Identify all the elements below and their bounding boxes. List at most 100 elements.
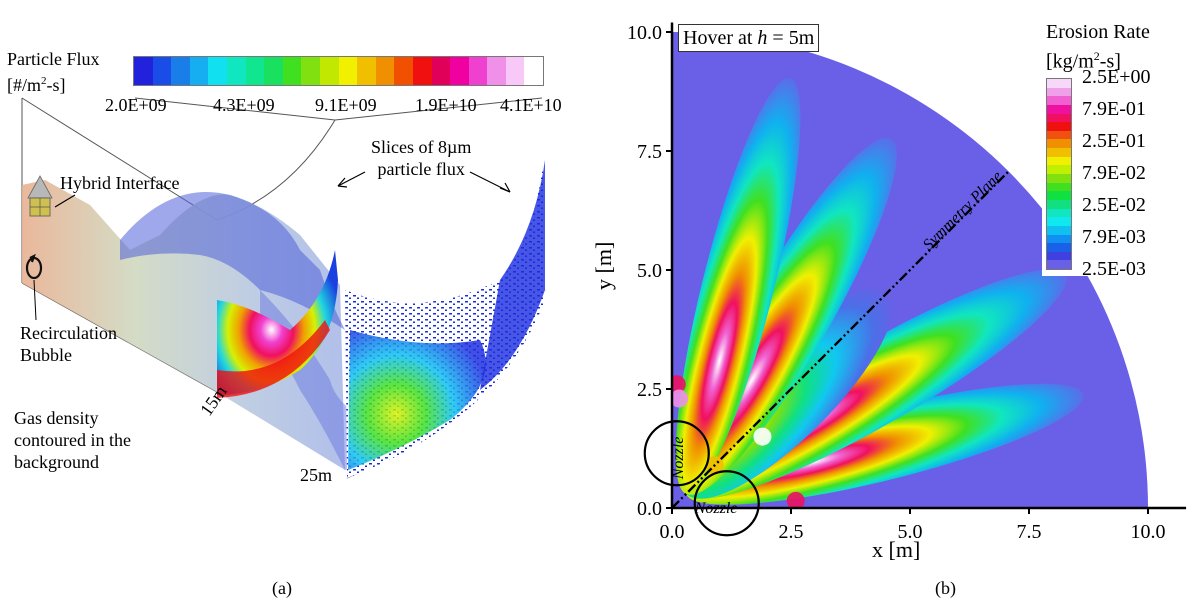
- slices-line2: particle flux: [377, 159, 465, 179]
- y-tick-label: 0.0: [637, 498, 662, 520]
- particle-flux-ticks: 2.0E+09 4.3E+09 9.1E+09 1.9E+10 4.1E+10: [105, 95, 565, 119]
- colorbar-swatch: [152, 57, 172, 85]
- colorbar-swatch: [1047, 122, 1071, 131]
- colorbar-swatch: [357, 57, 376, 85]
- nozzle-circle: [693, 470, 760, 537]
- gas-line1: Gas density: [14, 408, 99, 428]
- colorbar-swatch: [1047, 260, 1071, 270]
- x-tick-label: 0.0: [660, 521, 685, 543]
- colorbar-swatch: [338, 57, 358, 85]
- hover-var: h: [757, 27, 768, 49]
- recirculation-pointer: [33, 279, 37, 321]
- colorbar-swatch: [1047, 217, 1071, 226]
- colorbar-swatch: [1047, 165, 1071, 175]
- colorbar-swatch: [1047, 130, 1071, 140]
- colorbar-swatch: [264, 57, 283, 85]
- colorbar-swatch: [319, 57, 339, 85]
- colorbar-swatch: [301, 57, 320, 85]
- colorbar-swatch: [1047, 174, 1071, 183]
- y-tick-label: 5.0: [637, 260, 662, 282]
- slice-hotspot: [348, 330, 486, 470]
- erosion-tick: 2.5E-02: [1082, 194, 1146, 216]
- particle-flux-colorbar: [133, 56, 544, 86]
- hover-prefix: Hover at: [683, 27, 758, 49]
- panel-a-figure: [21, 97, 546, 479]
- hybrid-interface-label: Hybrid Interface: [60, 173, 180, 193]
- erosion-tick: 7.9E-03: [1082, 226, 1146, 248]
- colorbar-swatch: [1047, 113, 1071, 123]
- colorbar-swatch: [171, 57, 190, 85]
- colorbar-swatch: [189, 57, 209, 85]
- colorbar-swatch: [1047, 234, 1071, 244]
- colorbar-tick: 9.1E+09: [315, 95, 377, 115]
- erosion-contours: [672, 77, 1084, 508]
- colorbar-swatch: [431, 57, 451, 85]
- erosion-tick: 7.9E-01: [1082, 98, 1146, 120]
- axes-layer: 0.0 2.5 5.0 7.5 10.0 0.0 2.5 5.0 7.5 10.0: [627, 22, 1187, 543]
- particle-sheet-lower: [260, 290, 420, 470]
- erosion-hotspot: [672, 389, 689, 408]
- erosion-tick: 2.5E-01: [1082, 130, 1146, 152]
- erosion-tick: 7.9E-02: [1082, 162, 1146, 184]
- colorbar-swatch: [1047, 104, 1071, 114]
- colorbar-swatch: [412, 57, 432, 85]
- colorbar-swatch: [1047, 182, 1071, 192]
- colorbar-swatch: [394, 57, 413, 85]
- erosion-hotspot: [753, 427, 772, 446]
- y-tick-label: 7.5: [637, 141, 662, 163]
- hover-label: Hover at h = 5m: [678, 24, 820, 52]
- erosion-rate-ticks: 2.5E+00 7.9E-01 2.5E-01 7.9E-02 2.5E-02 …: [1082, 66, 1182, 280]
- colorbar-swatch: [208, 57, 227, 85]
- colorbar-tick: 1.9E+10: [415, 95, 477, 115]
- erosion-rate-title: Erosion Rate [kg/m2-s]: [1046, 20, 1150, 74]
- lander-icon: [27, 175, 53, 217]
- slice-arrows: [337, 171, 511, 193]
- colorbar-swatch: [1047, 208, 1071, 218]
- recirculation-label: Recirculation Bubble: [20, 322, 117, 366]
- colorbar-title-line1: Particle Flux: [7, 49, 100, 69]
- colorbar-swatch: [1047, 96, 1071, 105]
- x-axis-label: x [m]: [872, 537, 921, 562]
- slice-edge: [217, 320, 330, 398]
- erosion-title-line2: [kg/m2-s]: [1046, 49, 1121, 73]
- hover-suffix: = 5m: [767, 27, 815, 49]
- gas-line3: background: [14, 452, 99, 472]
- colorbar-swatch: [134, 57, 153, 85]
- colorbar-swatch: [1047, 199, 1071, 209]
- recirculation-icon: [25, 253, 43, 280]
- gas-density-label: Gas density contoured in the background: [14, 407, 131, 473]
- recirculation-line2: Bubble: [20, 345, 72, 365]
- hybrid-interface-pointer: [54, 194, 76, 208]
- colorbar-title-line2: [#/m2-s]: [7, 75, 66, 95]
- x-tick-label: 5.0: [898, 521, 923, 543]
- symmetry-plane-line: [671, 169, 1011, 509]
- recirculation-line1: Recirculation: [20, 323, 117, 343]
- nozzle-circle: [643, 420, 710, 487]
- x-tick-label: 2.5: [779, 521, 804, 543]
- colorbar-swatch: [1047, 156, 1071, 166]
- y-tick-label: 2.5: [637, 379, 662, 401]
- colorbar-swatch: [1047, 225, 1071, 235]
- slices-label: Slices of 8µm particle flux: [371, 136, 471, 180]
- colorbar-swatch: [1047, 87, 1071, 97]
- nozzle-label: Nozzle: [670, 437, 687, 481]
- slice-edge-blue: [480, 160, 545, 390]
- x-tick-label: 10.0: [1131, 521, 1166, 543]
- particle-flux-title: Particle Flux [#/m2-s]: [7, 48, 100, 96]
- x-tick-label: 7.5: [1017, 521, 1042, 543]
- colorbar-swatch: [1047, 79, 1071, 88]
- colorbar-swatch: [282, 57, 302, 85]
- gas-line2: contoured in the: [14, 430, 131, 450]
- colorbar-tick: 4.3E+09: [213, 95, 275, 115]
- colorbar-tick: 4.1E+10: [500, 95, 562, 115]
- colorbar-swatch: [226, 57, 246, 85]
- colorbar-swatch: [1047, 191, 1071, 200]
- particle-sheet: [120, 192, 345, 330]
- colorbar-swatch: [524, 57, 544, 85]
- erosion-hotspot: [786, 491, 805, 508]
- y-axis-label: y [m]: [591, 241, 616, 290]
- slices-line1: Slices of 8µm: [371, 137, 472, 157]
- caption-b: (b): [935, 578, 956, 598]
